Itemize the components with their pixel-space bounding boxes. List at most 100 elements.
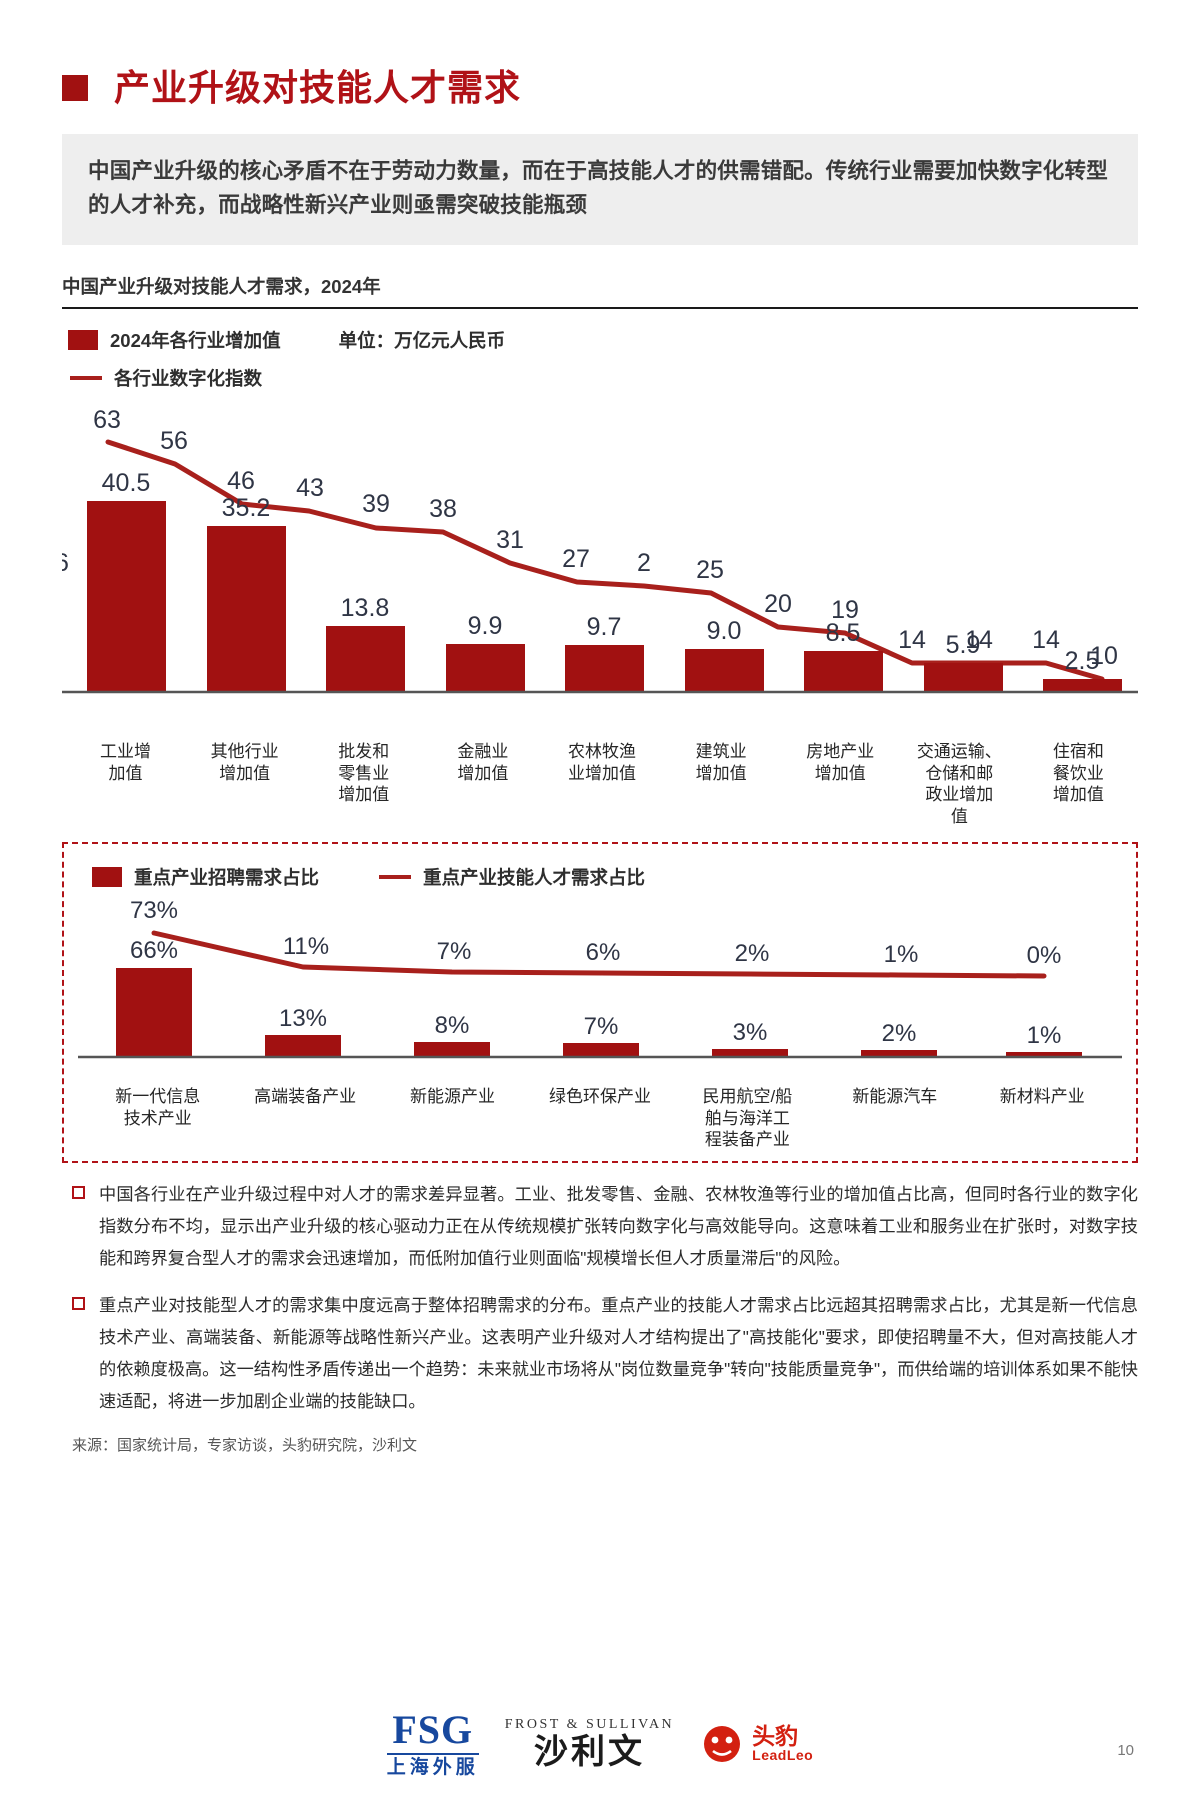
svg-text:35.2: 35.2 bbox=[222, 494, 271, 522]
svg-text:66%: 66% bbox=[130, 937, 178, 964]
legend-bar-label: 2024年各行业增加值 bbox=[110, 329, 281, 351]
svg-text:13%: 13% bbox=[279, 1005, 327, 1032]
leadleo-text: 头豹 LeadLeo bbox=[752, 1724, 813, 1763]
svg-text:39: 39 bbox=[362, 490, 390, 518]
footer-logos: FSG 上海外服 FROST & SULLIVAN 沙利文 头豹 LeadLeo bbox=[0, 1710, 1200, 1777]
leadleo-lion-icon bbox=[704, 1725, 741, 1762]
chart2-category-4: 民用航空/船 舶与海洋工 程装备产业 bbox=[702, 1086, 793, 1150]
svg-text:2%: 2% bbox=[735, 940, 770, 967]
bullet-text-1: 重点产业对技能型人才的需求集中度远高于整体招聘需求的分布。重点产业的技能人才需求… bbox=[99, 1295, 1138, 1411]
svg-text:63: 63 bbox=[93, 406, 121, 434]
chart2-box: 重点产业招聘需求占比 重点产业技能人才需求占比 73% 11% 7% 6% 2%… bbox=[62, 841, 1138, 1164]
svg-text:6%: 6% bbox=[586, 939, 621, 966]
summary-box: 中国产业升级的核心矛盾不在于劳动力数量，而在于高技能人才的供需错配。传统行业需要… bbox=[62, 134, 1138, 245]
chart1-bar-labels: 40.5 35.2 13.8 9.9 9.7 9.0 8.5 5.9 2.5 bbox=[102, 469, 1100, 675]
chart2-legend-bar-swatch-icon bbox=[92, 866, 122, 887]
chart2-category-labels: 新一代信息 技术产业 高端装备产业 新能源产业 绿色环保产业 民用航空/船 舶与海洋… bbox=[78, 1086, 1122, 1151]
fsg-logo-sub: 上海外服 bbox=[386, 1757, 479, 1778]
chart1-legend-line: 各行业数字化指数 bbox=[70, 365, 1200, 391]
bullet-square-icon bbox=[72, 1297, 85, 1311]
chart1-category-1: 其他行业 增加值 bbox=[210, 741, 279, 783]
insight-bullets: 中国各行业在产业升级过程中对人才的需求差异显著。工业、批发零售、金融、农林牧渔等… bbox=[62, 1179, 1138, 1418]
svg-text:1%: 1% bbox=[884, 941, 919, 968]
page-number: 10 bbox=[1117, 1742, 1134, 1759]
svg-text:19: 19 bbox=[831, 596, 859, 624]
chart2-category-1: 高端装备产业 bbox=[254, 1086, 357, 1106]
svg-text:43: 43 bbox=[296, 474, 324, 502]
chart1-svg: 63 56 46 43 39 38 31 27 26 25 20 19 14 1… bbox=[62, 406, 1138, 694]
bullet-square-icon bbox=[72, 1186, 85, 1200]
page-title: 产业升级对技能人才需求 bbox=[114, 67, 522, 108]
leadleo-logo: 头豹 LeadLeo bbox=[700, 1723, 813, 1765]
chart1-plot-area: 63 56 46 43 39 38 31 27 26 25 20 19 14 1… bbox=[62, 401, 1138, 741]
chart2-category-6: 新材料产业 bbox=[999, 1086, 1085, 1106]
frost-sullivan-logo: FROST & SULLIVAN 沙利文 bbox=[504, 1716, 675, 1771]
chart1-category-2: 批发和 零售业 增加值 bbox=[338, 741, 390, 805]
chart1-category-3: 金融业 增加值 bbox=[457, 741, 509, 783]
svg-text:14: 14 bbox=[1032, 626, 1060, 654]
svg-text:9.0: 9.0 bbox=[707, 617, 742, 645]
slide-page: 产业升级对技能人才需求 中国产业升级的核心矛盾不在于劳动力数量，而在于高技能人才… bbox=[0, 70, 1200, 1805]
legend-bar-swatch-icon bbox=[68, 329, 98, 350]
chart2-bar-series bbox=[116, 967, 1082, 1056]
page-title-row: 产业升级对技能人才需求 bbox=[62, 70, 1200, 106]
svg-text:0%: 0% bbox=[1027, 942, 1062, 969]
svg-text:13.8: 13.8 bbox=[341, 594, 390, 622]
svg-text:14: 14 bbox=[965, 626, 993, 654]
chart2-legend: 重点产业招聘需求占比 重点产业技能人才需求占比 bbox=[92, 864, 1122, 890]
leadleo-cn: 头豹 bbox=[752, 1723, 799, 1750]
svg-text:9.7: 9.7 bbox=[587, 613, 622, 641]
legend-unit-label: 单位：万亿元人民币 bbox=[338, 329, 506, 351]
chart1-bar-series bbox=[87, 500, 1122, 691]
svg-text:7%: 7% bbox=[437, 938, 472, 965]
svg-text:3%: 3% bbox=[733, 1019, 768, 1046]
svg-text:25: 25 bbox=[696, 556, 724, 584]
svg-text:27: 27 bbox=[562, 545, 590, 573]
svg-text:38: 38 bbox=[429, 495, 457, 523]
svg-text:11%: 11% bbox=[283, 933, 329, 960]
bullet-item: 重点产业对技能型人才的需求集中度远高于整体招聘需求的分布。重点产业的技能人才需求… bbox=[62, 1290, 1138, 1417]
summary-text: 中国产业升级的核心矛盾不在于劳动力数量，而在于高技能人才的供需错配。传统行业需要… bbox=[88, 159, 1108, 218]
chart2-line-labels: 73% 11% 7% 6% 2% 1% 0% bbox=[130, 897, 1061, 969]
chart1-category-7: 交通运输、 仓储和邮 政业增加值 bbox=[916, 741, 1002, 827]
leadleo-en: LeadLeo bbox=[752, 1747, 814, 1764]
svg-text:73%: 73% bbox=[130, 897, 178, 924]
svg-text:9.9: 9.9 bbox=[468, 612, 503, 640]
frost-sullivan-en: FROST & SULLIVAN bbox=[504, 1716, 675, 1732]
chart2-legend-line-label: 重点产业技能人才需求占比 bbox=[423, 866, 646, 888]
svg-text:2.5: 2.5 bbox=[1065, 647, 1100, 675]
chart2-plot-area: 73% 11% 7% 6% 2% 1% 0% bbox=[78, 896, 1122, 1086]
chart2-category-2: 新能源产业 bbox=[410, 1086, 496, 1106]
bullet-text-0: 中国各行业在产业升级过程中对人才的需求差异显著。工业、批发零售、金融、农林牧渔等… bbox=[99, 1184, 1138, 1268]
svg-text:40.5: 40.5 bbox=[102, 469, 151, 497]
fsg-logo: FSG 上海外服 bbox=[386, 1707, 479, 1778]
svg-text:1%: 1% bbox=[1027, 1022, 1062, 1049]
svg-text:8.5: 8.5 bbox=[826, 619, 861, 647]
fsg-logo-main: FSG bbox=[392, 1707, 474, 1752]
chart2-legend-bar-label: 重点产业招聘需求占比 bbox=[134, 866, 320, 888]
chart1-category-6: 房地产业 增加值 bbox=[806, 741, 875, 783]
chart1-category-labels: 工业增 加值 其他行业 增加值 批发和 零售业 增加值 金融业 增加值 农林牧渔 业增加值 … bbox=[62, 741, 1138, 828]
chart1-category-5: 建筑业 增加值 bbox=[695, 741, 747, 783]
bullet-item: 中国各行业在产业升级过程中对人才的需求差异显著。工业、批发零售、金融、农林牧渔等… bbox=[62, 1179, 1138, 1274]
chart1-category-8: 住宿和 餐饮业 增加值 bbox=[1052, 741, 1104, 805]
chart1-legend-bar: 2024年各行业增加值 单位：万亿元人民币 bbox=[68, 327, 1200, 353]
svg-text:2%: 2% bbox=[882, 1020, 917, 1047]
svg-text:14: 14 bbox=[898, 626, 926, 654]
chart1-category-0: 工业增 加值 bbox=[100, 741, 152, 783]
frost-sullivan-cn: 沙利文 bbox=[533, 1733, 645, 1771]
source-note: 来源：国家统计局，专家访谈，头豹研究院，沙利文 bbox=[72, 1436, 418, 1454]
svg-text:46: 46 bbox=[227, 467, 255, 495]
chart2-bar-labels: 66% 13% 8% 7% 3% 2% 1% bbox=[130, 937, 1061, 1049]
svg-text:5.9: 5.9 bbox=[946, 631, 981, 659]
svg-text:56: 56 bbox=[160, 427, 188, 455]
chart2-category-3: 绿色环保产业 bbox=[548, 1086, 651, 1106]
chart2-svg: 73% 11% 7% 6% 2% 1% 0% bbox=[78, 897, 1122, 1059]
svg-text:20: 20 bbox=[764, 590, 792, 618]
fsg-logo-rule bbox=[386, 1753, 479, 1755]
svg-text:8%: 8% bbox=[435, 1012, 470, 1039]
title-bullet-square-icon bbox=[62, 75, 88, 101]
legend-line-swatch-icon bbox=[70, 375, 102, 380]
chart2-category-5: 新能源汽车 bbox=[852, 1086, 938, 1106]
chart2-category-0: 新一代信息 技术产业 bbox=[115, 1086, 201, 1128]
